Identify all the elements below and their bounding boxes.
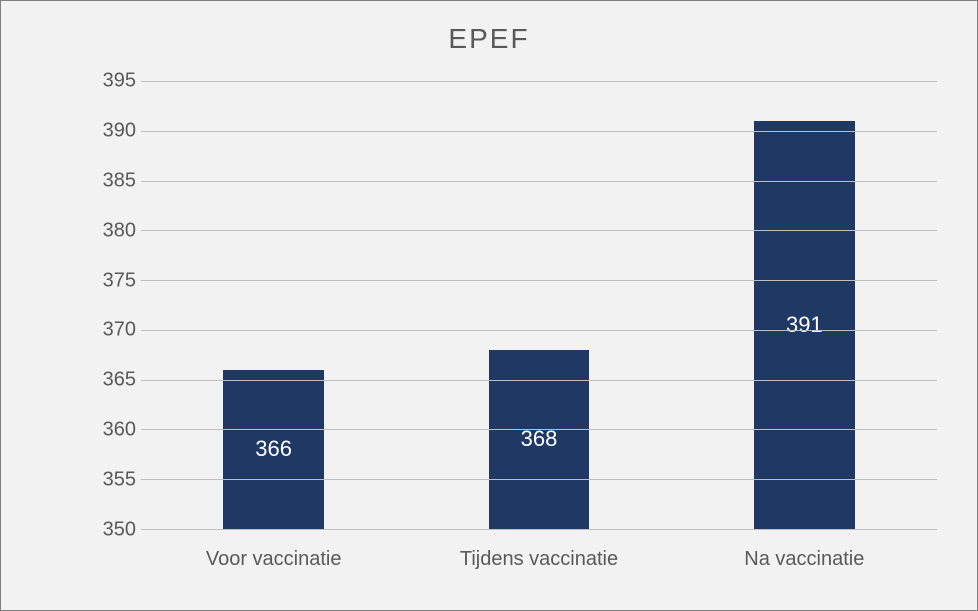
grid-line: [141, 380, 937, 381]
bar: 368: [489, 350, 590, 529]
category-label: Voor vaccinatie: [141, 548, 406, 571]
y-tick-label: 390: [81, 119, 136, 142]
grid-line: [141, 181, 937, 182]
y-tick-label: 355: [81, 469, 136, 492]
chart-title: EPEF: [11, 23, 967, 55]
y-tick-label: 395: [81, 70, 136, 93]
chart-frame: EPEF 366368391 3503553603653703753803853…: [0, 0, 978, 611]
bars-container: 366 368 391: [141, 81, 937, 529]
grid-line: [141, 429, 937, 430]
y-tick-label: 350: [81, 519, 136, 542]
plot-area: 366 368 391: [141, 81, 937, 530]
grid-line: [141, 330, 937, 331]
bar: 391: [754, 121, 855, 529]
y-tick-label: 370: [81, 319, 136, 342]
grid-line: [141, 280, 937, 281]
grid-line: [141, 131, 937, 132]
y-tick-label: 360: [81, 419, 136, 442]
grid-line: [141, 479, 937, 480]
bar-value-label: 366: [223, 436, 324, 462]
bar: 366: [223, 370, 324, 529]
category-label: Tijdens vaccinatie: [406, 548, 671, 571]
y-tick-label: 375: [81, 269, 136, 292]
y-tick-label: 385: [81, 169, 136, 192]
bar-value-label: 391: [754, 312, 855, 338]
y-tick-label: 365: [81, 369, 136, 392]
category-labels: Voor vaccinatieTijdens vaccinatieNa vacc…: [141, 530, 937, 571]
bar-slot: 366: [141, 81, 406, 529]
plot-wrapper: 366368391 350355360365370375380385390395…: [81, 81, 937, 530]
grid-line: [141, 81, 937, 82]
bar-slot: 391: [672, 81, 937, 529]
bar-slot: 368: [406, 81, 671, 529]
grid-line: [141, 230, 937, 231]
category-label: Na vaccinatie: [672, 548, 937, 571]
y-tick-label: 380: [81, 219, 136, 242]
